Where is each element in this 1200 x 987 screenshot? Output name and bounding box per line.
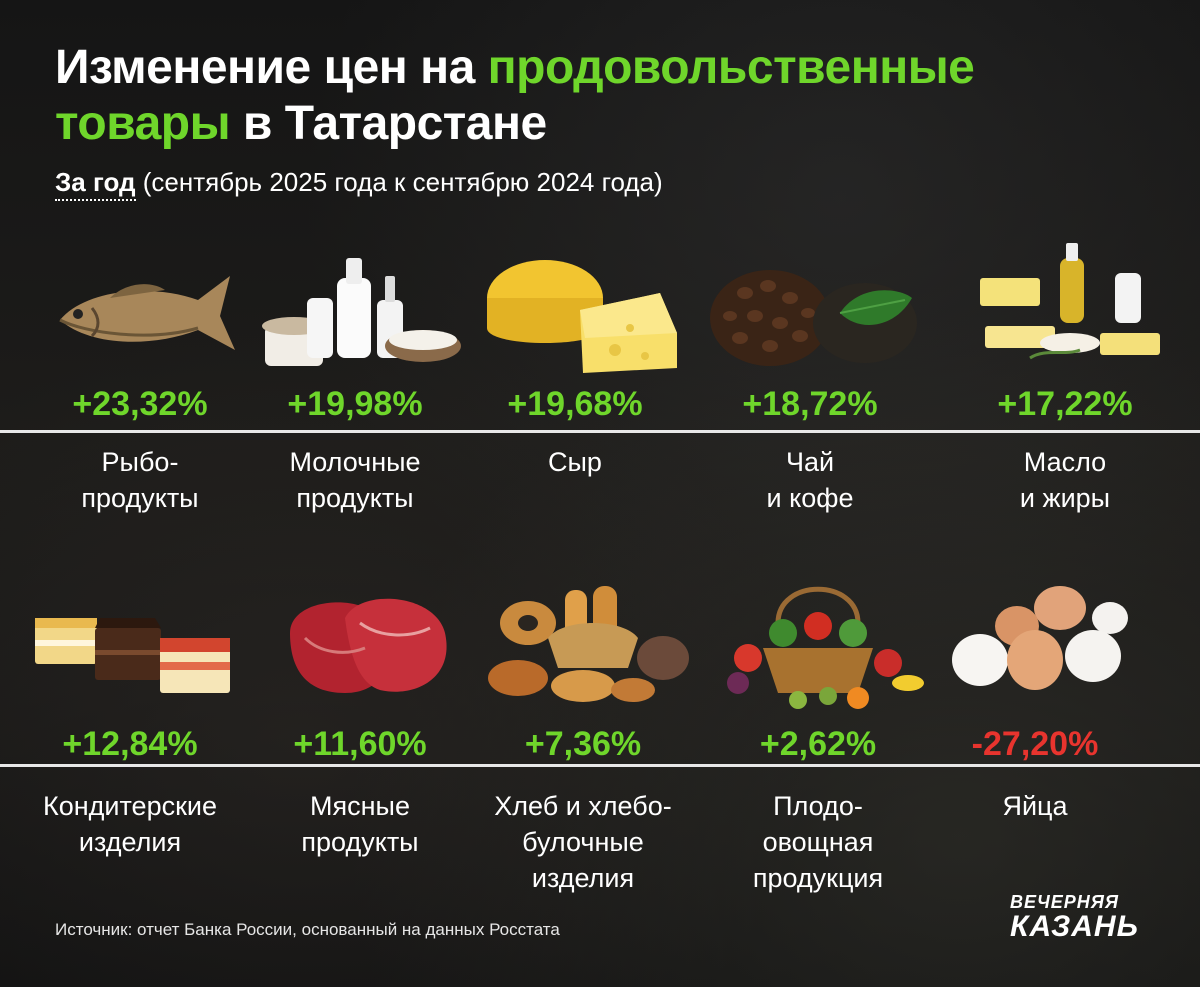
price-change-value: +19,68%	[507, 385, 643, 423]
price-change-value: -27,20%	[971, 725, 1099, 763]
vegetables-basket-icon	[708, 578, 928, 718]
bread-icon	[473, 578, 693, 718]
category-label: Хлеб и хлебо- булочные изделия	[494, 791, 672, 893]
row-divider	[0, 764, 1200, 767]
title-highlight: товары	[55, 97, 231, 150]
price-change-value: +23,32%	[72, 385, 208, 423]
row-divider	[0, 430, 1200, 433]
brand-logo: ВЕЧЕРНЯЯ КАЗАНЬ	[1010, 893, 1150, 943]
meat-icon	[250, 578, 470, 718]
price-change-value: +2,62%	[759, 725, 877, 763]
period-description: (сентябрь 2025 года к сентябрю 2024 года…	[135, 167, 663, 197]
category-label: Рыбо- продукты	[81, 447, 199, 513]
dairy-icon	[245, 238, 465, 378]
category-label: Масло и жиры	[1019, 447, 1111, 513]
price-change-value: +7,36%	[524, 725, 642, 763]
source-note: Источник: отчет Банка России, основанный…	[55, 920, 560, 939]
price-change-value: +18,72%	[742, 385, 878, 423]
category-label: Молочные продукты	[289, 447, 421, 513]
logo-line-2: КАЗАНЬ	[1010, 910, 1139, 943]
category-label: Чай и кофе	[766, 447, 854, 513]
price-change-value: +19,98%	[287, 385, 423, 423]
period-label: За год	[55, 167, 136, 201]
cheese-icon	[465, 238, 685, 378]
page-title: Изменение цен на продовольственные товар…	[55, 40, 1155, 152]
category-label: Кондитерские изделия	[43, 791, 217, 857]
category-label: Яйца	[1002, 791, 1068, 821]
price-change-value: +11,60%	[293, 725, 427, 763]
eggs-icon	[925, 578, 1145, 718]
price-change-value: +17,22%	[997, 385, 1133, 423]
butter-oil-icon	[955, 238, 1175, 378]
fish-icon	[30, 238, 250, 378]
cakes-icon	[20, 578, 240, 718]
price-change-value: +12,84%	[62, 725, 198, 763]
logo-line-1: ВЕЧЕРНЯЯ	[1010, 892, 1120, 912]
title-part: Изменение цен на	[55, 41, 488, 94]
category-label: Мясные продукты	[301, 791, 419, 857]
title-highlight: продовольственные	[487, 41, 975, 94]
category-label: Плодо- овощная продукция	[752, 791, 884, 893]
tea-coffee-icon	[700, 238, 920, 378]
subtitle: За год (сентябрь 2025 года к сентябрю 20…	[55, 166, 663, 201]
title-part: в Татарстане	[230, 97, 547, 150]
category-label: Сыр	[548, 447, 602, 477]
